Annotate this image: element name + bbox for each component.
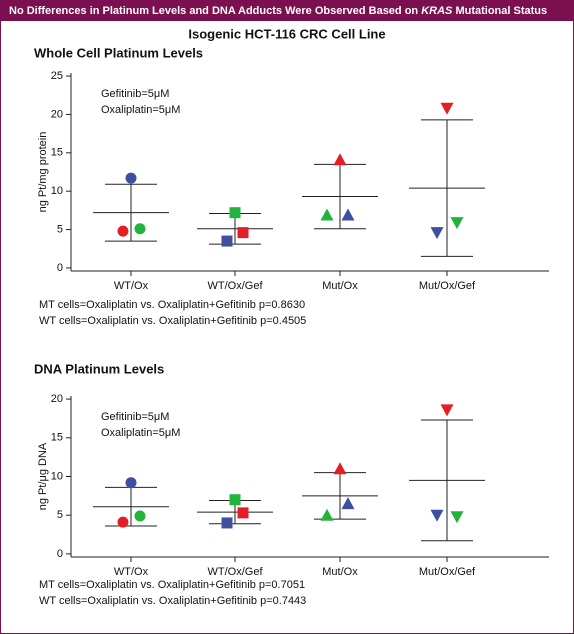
annotation: Oxaliplatin=5μM xyxy=(101,104,180,116)
data-point xyxy=(341,497,355,510)
x-tick-label: Mut/Ox/Gef xyxy=(419,566,476,578)
y-axis-label: ng Pt/mg protein xyxy=(37,132,49,213)
data-point xyxy=(117,516,129,528)
y-tick-label: 5 xyxy=(57,509,63,521)
data-point xyxy=(440,102,454,115)
stat-note: MT cells=Oxaliplatin vs. Oxaliplatin+Gef… xyxy=(39,299,305,311)
data-point xyxy=(320,508,334,521)
x-tick-label: WT/Ox xyxy=(114,566,149,578)
x-tick-label: Mut/Ox xyxy=(322,566,358,578)
stat-note: MT cells=Oxaliplatin vs. Oxaliplatin+Gef… xyxy=(39,579,305,591)
data-point xyxy=(440,404,454,417)
chart-area: Isogenic HCT-116 CRC Cell Line Whole Cel… xyxy=(34,26,549,607)
annotation: Oxaliplatin=5μM xyxy=(101,427,180,439)
x-tick-label: Mut/Ox/Gef xyxy=(419,280,476,292)
data-point xyxy=(237,507,249,519)
y-tick-label: 25 xyxy=(51,70,63,82)
data-point xyxy=(450,511,464,524)
data-point xyxy=(333,462,347,475)
data-point xyxy=(333,153,347,166)
data-point xyxy=(221,517,233,529)
data-point xyxy=(430,227,444,240)
x-tick-label: WT/Ox/Gef xyxy=(208,280,264,292)
annotation: Gefitinib=5μM xyxy=(101,411,169,423)
data-point xyxy=(117,225,129,237)
data-point xyxy=(229,207,241,219)
data-point xyxy=(125,172,137,184)
data-point xyxy=(320,208,334,221)
data-point xyxy=(341,208,355,221)
y-tick-label: 15 xyxy=(51,147,63,159)
y-tick-label: 20 xyxy=(51,393,63,405)
header-text: Mutational Status xyxy=(455,5,548,17)
y-tick-label: 5 xyxy=(57,223,63,235)
stat-note: WT cells=Oxaliplatin vs. Oxaliplatin+Gef… xyxy=(39,315,306,327)
data-point xyxy=(450,217,464,230)
data-point xyxy=(134,223,146,235)
x-tick-label: Mut/Ox xyxy=(322,280,358,292)
y-tick-label: 0 xyxy=(57,262,63,274)
data-point xyxy=(229,494,241,506)
header-bar: No Differences in Platinum Levels and DN… xyxy=(1,1,573,21)
panel-title: DNA Platinum Levels xyxy=(34,361,164,376)
y-tick-label: 10 xyxy=(51,470,63,482)
header-text: No Differences in Platinum Levels and DN… xyxy=(9,5,419,17)
data-point xyxy=(237,227,249,239)
y-tick-label: 0 xyxy=(57,548,63,560)
stat-note: WT cells=Oxaliplatin vs. Oxaliplatin+Gef… xyxy=(39,595,306,607)
y-tick-label: 15 xyxy=(51,432,63,444)
y-axis-label: ng Pt/μg DNA xyxy=(37,442,49,510)
annotation: Gefitinib=5μM xyxy=(101,88,169,100)
header-gene: KRAS xyxy=(421,5,453,17)
panel-title: Whole Cell Platinum Levels xyxy=(34,45,203,60)
data-point xyxy=(125,477,137,489)
data-point xyxy=(221,235,233,247)
x-tick-label: WT/Ox/Gef xyxy=(208,566,264,578)
data-point xyxy=(134,510,146,522)
y-tick-label: 10 xyxy=(51,185,63,197)
x-tick-label: WT/Ox xyxy=(114,280,149,292)
figure-title: Isogenic HCT-116 CRC Cell Line xyxy=(188,26,385,41)
y-tick-label: 20 xyxy=(51,108,63,120)
data-point xyxy=(430,509,444,522)
